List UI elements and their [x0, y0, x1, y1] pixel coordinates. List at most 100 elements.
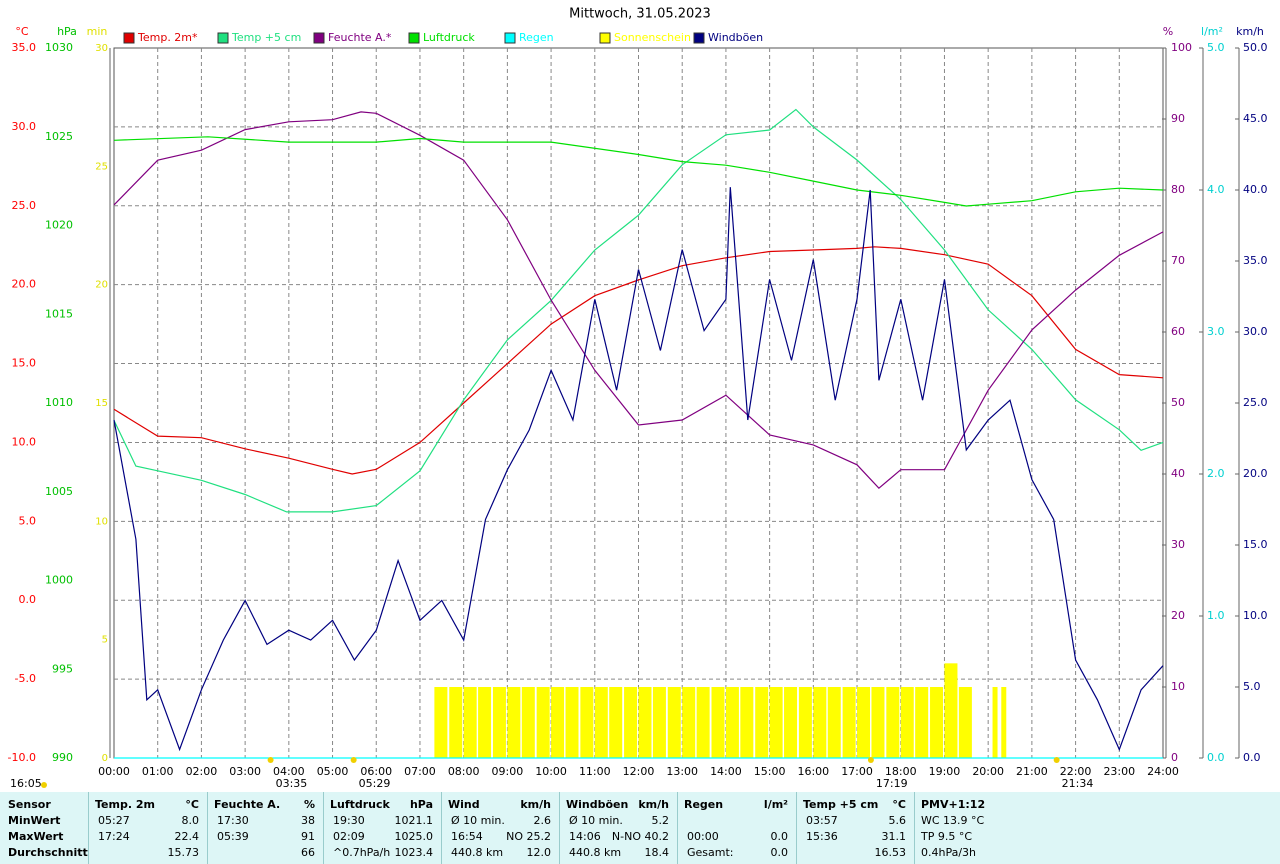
cell-value: 8.0: [181, 814, 200, 827]
x-tick-label: 13:00: [666, 765, 698, 778]
x-tick-label: 20:00: [972, 765, 1004, 778]
x-tick-label: 09:00: [492, 765, 524, 778]
cell-value: 38: [301, 814, 315, 827]
y-tick-label: 5: [102, 635, 108, 646]
x-tick-label: 10:00: [535, 765, 567, 778]
y-tick-label: 0.0: [1243, 751, 1261, 764]
timestamp: 16:05: [10, 777, 42, 790]
cell-value: 5.6: [888, 814, 907, 827]
cell-value: 31.1: [881, 830, 907, 843]
cell-value: 18.4: [644, 846, 670, 859]
y-tick-label: 1015: [45, 307, 73, 320]
legend-swatch: [504, 32, 516, 44]
x-tick-label: 05:00: [317, 765, 349, 778]
x-tick-label: 17:00: [841, 765, 873, 778]
y-tick-label: 90: [1171, 112, 1185, 125]
y-tick-label: 0.0: [1207, 751, 1225, 764]
separator: [323, 792, 324, 864]
sun-bar: [886, 687, 900, 758]
y-tick-label: 25.0: [1243, 396, 1268, 409]
x-tick-label: 16:00: [797, 765, 829, 778]
axis-unit: km/h: [1236, 25, 1264, 38]
y-tick-label: 1.0: [1207, 609, 1225, 622]
y-tick-label: 35.0: [12, 41, 37, 54]
cell-value: 0.0: [770, 830, 789, 843]
x-tick-label: 22:00: [1060, 765, 1092, 778]
cell-value: 0.0: [770, 846, 789, 859]
sensor-label: Sensor: [8, 798, 51, 811]
annotation: 05:29: [359, 777, 391, 790]
y-tick-label: 80: [1171, 183, 1185, 196]
y-tick-label: 30.0: [12, 120, 37, 133]
sun-bar: [521, 687, 535, 758]
sun-bar: [857, 687, 871, 758]
y-tick-label: 40: [1171, 467, 1185, 480]
y-tick-label: 1010: [45, 396, 73, 409]
y-tick-label: 1005: [45, 485, 73, 498]
cell-value: 16.53: [874, 846, 907, 859]
series-line: [113, 108, 1164, 513]
annotation: 03:35: [276, 777, 308, 790]
sun-bar: [492, 687, 506, 758]
y-tick-label: 10.0: [1243, 609, 1268, 622]
cell-label: 02:09: [333, 830, 365, 843]
legend-swatch: [693, 32, 705, 44]
cell-value: 15.73: [167, 846, 200, 859]
cell-label: 14:06: [569, 830, 601, 843]
legend-label: Feuchte A.*: [328, 31, 392, 44]
sun-bar: [992, 687, 998, 758]
cell-value: 1021.1: [394, 814, 434, 827]
y-tick-label: 10.0: [12, 435, 37, 448]
cell-value: 66: [301, 846, 315, 859]
row-label: Durchschnitt: [8, 846, 88, 859]
sun-bar: [740, 687, 754, 758]
cell-label: 00:00: [687, 830, 719, 843]
separator: [677, 792, 678, 864]
x-tick-label: 12:00: [623, 765, 655, 778]
series-line: [113, 136, 1164, 207]
y-tick-label: 20: [95, 280, 108, 291]
sun-bar: [915, 687, 929, 758]
y-tick-label: 20.0: [12, 278, 37, 291]
column-title: PMV+1:12: [921, 798, 986, 811]
x-tick-label: 03:00: [229, 765, 261, 778]
cell-label: 440.8 km: [569, 846, 622, 859]
legend-label: Windböen: [708, 31, 763, 44]
cell-value: N-NO 40.2: [611, 830, 669, 843]
sun-marker: [1053, 757, 1060, 763]
cell-label: 05:39: [217, 830, 249, 843]
separator: [441, 792, 442, 864]
y-tick-label: 3.0: [1207, 325, 1225, 338]
x-tick-label: 19:00: [929, 765, 961, 778]
sun-bar: [594, 687, 608, 758]
y-tick-label: 10: [95, 516, 108, 527]
sun-bar: [652, 687, 666, 758]
legend-swatch: [599, 32, 611, 44]
x-tick-label: 01:00: [142, 765, 174, 778]
y-tick-label: 5.0: [1207, 41, 1225, 54]
sun-bar: [638, 687, 652, 758]
x-tick-label: 06:00: [360, 765, 392, 778]
x-tick-label: 23:00: [1103, 765, 1135, 778]
stats-table: Sensor MinWert MaxWert Durchschnitt Temp. 2m…: [0, 792, 1280, 864]
column-unit: km/h: [638, 798, 669, 811]
y-tick-label: 30: [95, 43, 108, 54]
sun-bar: [900, 687, 914, 758]
column-title: Regen: [684, 798, 724, 811]
sun-bar: [755, 687, 769, 758]
y-tick-label: 2.0: [1207, 467, 1225, 480]
column-unit: km/h: [520, 798, 551, 811]
separator: [796, 792, 797, 864]
separator: [88, 792, 89, 864]
x-tick-label: 18:00: [885, 765, 917, 778]
cell-label: 19:30: [333, 814, 365, 827]
cell-value: 1023.4: [394, 846, 434, 859]
column-unit: hPa: [409, 798, 433, 811]
y-tick-label: 25.0: [12, 199, 37, 212]
axis-unit: °C: [15, 25, 29, 38]
x-tick-label: 11:00: [579, 765, 611, 778]
cell-label: Ø 10 min.: [451, 814, 505, 827]
axis-unit: %: [1163, 25, 1173, 38]
legend-swatch: [217, 32, 229, 44]
